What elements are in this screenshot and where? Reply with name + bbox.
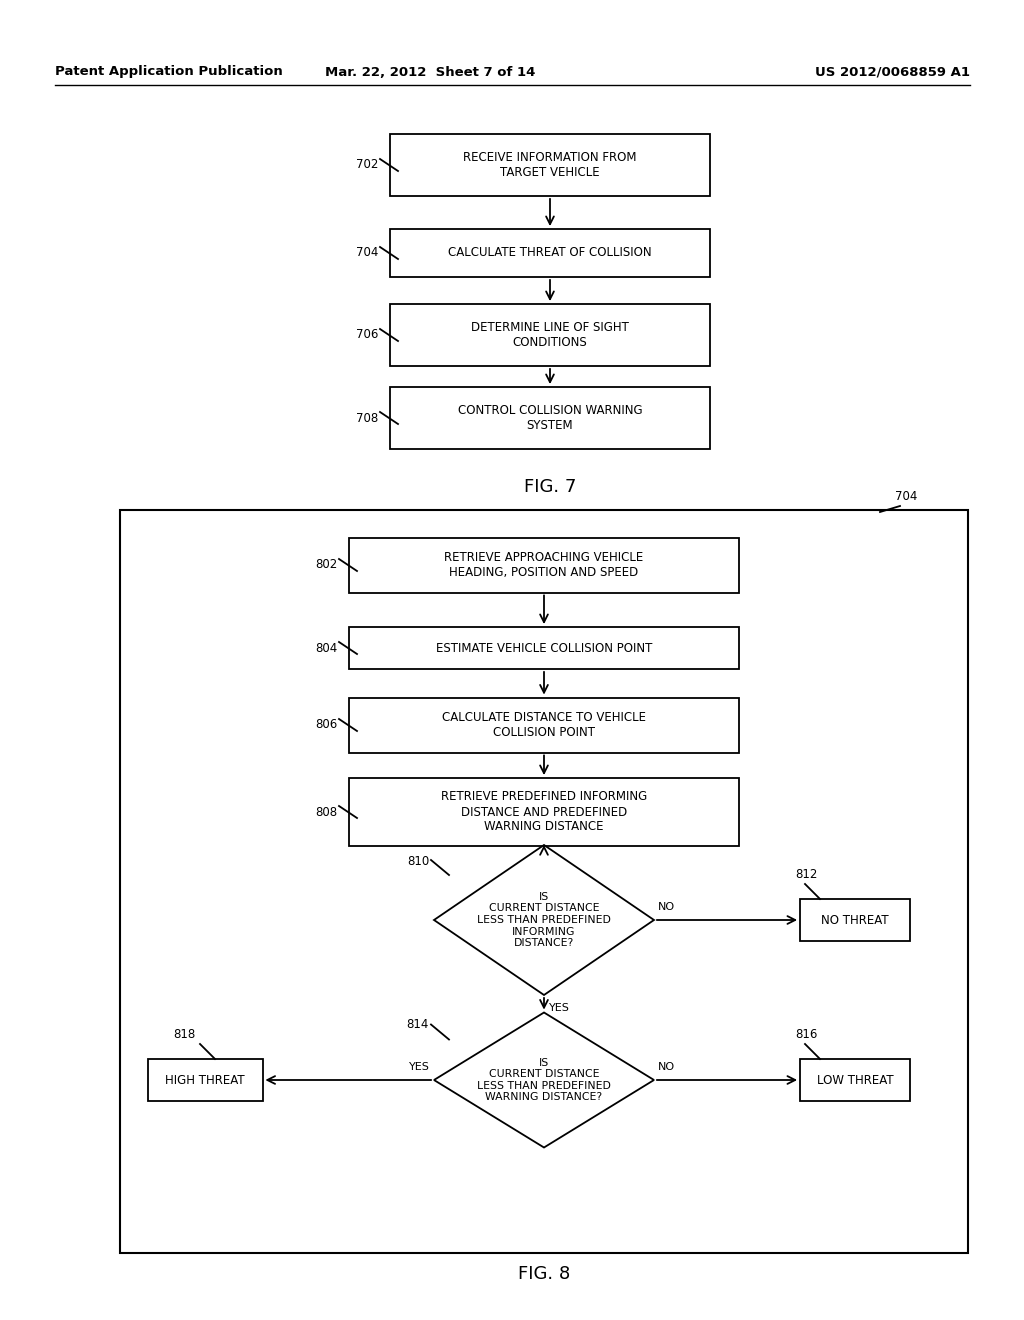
Text: YES: YES xyxy=(549,1003,570,1012)
Text: RETRIEVE APPROACHING VEHICLE
HEADING, POSITION AND SPEED: RETRIEVE APPROACHING VEHICLE HEADING, PO… xyxy=(444,550,644,579)
Text: 816: 816 xyxy=(795,1028,817,1041)
Text: FIG. 7: FIG. 7 xyxy=(524,478,577,496)
Text: 818: 818 xyxy=(173,1028,195,1041)
Text: 708: 708 xyxy=(355,412,378,425)
FancyBboxPatch shape xyxy=(390,304,710,366)
FancyBboxPatch shape xyxy=(349,627,739,669)
Text: HIGH THREAT: HIGH THREAT xyxy=(165,1073,245,1086)
Text: 804: 804 xyxy=(314,642,337,655)
Text: RETRIEVE PREDEFINED INFORMING
DISTANCE AND PREDEFINED
WARNING DISTANCE: RETRIEVE PREDEFINED INFORMING DISTANCE A… xyxy=(441,791,647,833)
Text: NO: NO xyxy=(658,1063,675,1072)
Text: 702: 702 xyxy=(355,158,378,172)
Text: NO THREAT: NO THREAT xyxy=(821,913,889,927)
Text: CONTROL COLLISION WARNING
SYSTEM: CONTROL COLLISION WARNING SYSTEM xyxy=(458,404,642,432)
FancyBboxPatch shape xyxy=(390,228,710,277)
FancyBboxPatch shape xyxy=(349,537,739,593)
FancyBboxPatch shape xyxy=(390,387,710,449)
Text: CALCULATE DISTANCE TO VEHICLE
COLLISION POINT: CALCULATE DISTANCE TO VEHICLE COLLISION … xyxy=(442,711,646,739)
Text: YES: YES xyxy=(410,1063,430,1072)
FancyBboxPatch shape xyxy=(800,1059,910,1101)
Text: 704: 704 xyxy=(895,490,918,503)
Text: ESTIMATE VEHICLE COLLISION POINT: ESTIMATE VEHICLE COLLISION POINT xyxy=(436,642,652,655)
Text: IS
CURRENT DISTANCE
LESS THAN PREDEFINED
INFORMING
DISTANCE?: IS CURRENT DISTANCE LESS THAN PREDEFINED… xyxy=(477,892,611,948)
FancyBboxPatch shape xyxy=(800,899,910,941)
Polygon shape xyxy=(434,1012,654,1147)
Polygon shape xyxy=(434,845,654,995)
Text: US 2012/0068859 A1: US 2012/0068859 A1 xyxy=(815,66,970,78)
Text: Mar. 22, 2012  Sheet 7 of 14: Mar. 22, 2012 Sheet 7 of 14 xyxy=(325,66,536,78)
FancyBboxPatch shape xyxy=(349,777,739,846)
Text: Patent Application Publication: Patent Application Publication xyxy=(55,66,283,78)
Text: 814: 814 xyxy=(407,1018,429,1031)
Text: NO: NO xyxy=(658,902,675,912)
FancyBboxPatch shape xyxy=(349,697,739,752)
Text: LOW THREAT: LOW THREAT xyxy=(817,1073,893,1086)
FancyBboxPatch shape xyxy=(390,135,710,195)
Text: 802: 802 xyxy=(314,558,337,572)
Text: 808: 808 xyxy=(314,805,337,818)
Text: FIG. 8: FIG. 8 xyxy=(518,1265,570,1283)
Text: 704: 704 xyxy=(355,247,378,260)
Text: 810: 810 xyxy=(407,855,429,869)
Text: 812: 812 xyxy=(795,869,817,880)
Text: 806: 806 xyxy=(314,718,337,731)
FancyBboxPatch shape xyxy=(147,1059,262,1101)
Text: RECEIVE INFORMATION FROM
TARGET VEHICLE: RECEIVE INFORMATION FROM TARGET VEHICLE xyxy=(463,150,637,180)
Text: 706: 706 xyxy=(355,329,378,342)
Text: IS
CURRENT DISTANCE
LESS THAN PREDEFINED
WARNING DISTANCE?: IS CURRENT DISTANCE LESS THAN PREDEFINED… xyxy=(477,1057,611,1102)
Text: CALCULATE THREAT OF COLLISION: CALCULATE THREAT OF COLLISION xyxy=(449,247,652,260)
Text: DETERMINE LINE OF SIGHT
CONDITIONS: DETERMINE LINE OF SIGHT CONDITIONS xyxy=(471,321,629,348)
FancyBboxPatch shape xyxy=(120,510,968,1253)
